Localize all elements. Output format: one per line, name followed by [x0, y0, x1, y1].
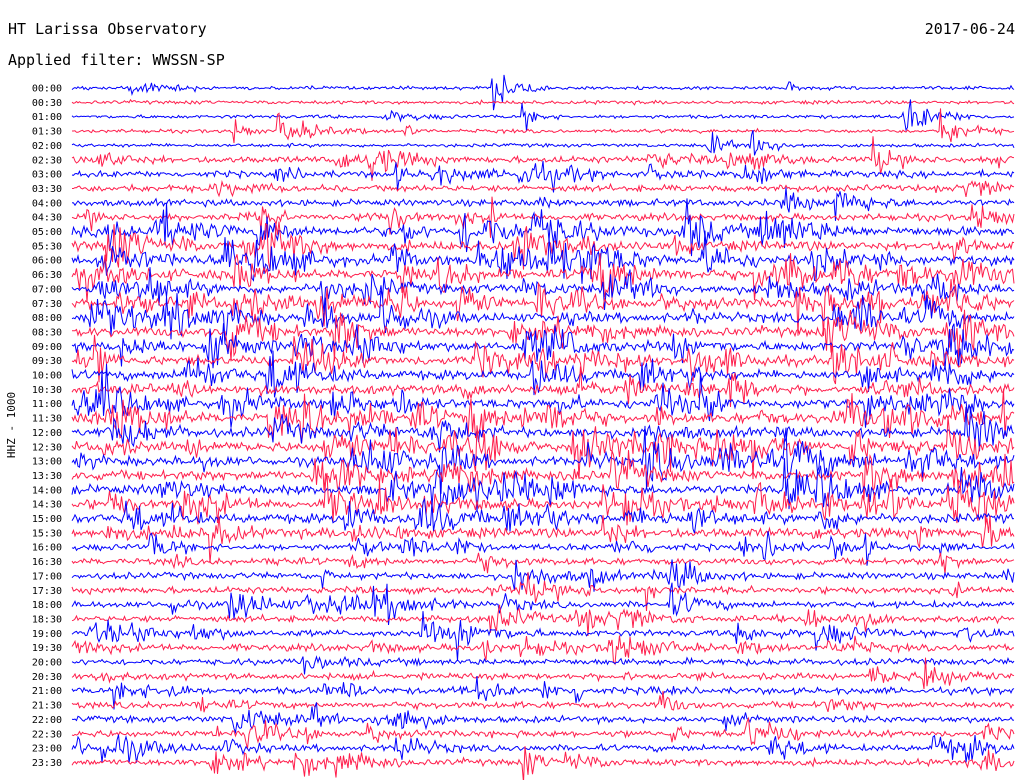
time-tick-label: 00:30 [32, 98, 62, 109]
time-tick-label: 19:30 [32, 643, 62, 654]
observatory-title: HT Larissa Observatory [8, 20, 207, 38]
time-tick-label: 09:30 [32, 356, 62, 367]
trace-line [71, 746, 1015, 780]
trace-line [71, 129, 1015, 156]
trace-line [71, 611, 1015, 661]
time-tick-label: 15:30 [32, 528, 62, 539]
trace-line [71, 230, 1015, 284]
time-tick-label: 22:00 [32, 715, 62, 726]
time-tick-label: 14:00 [32, 485, 62, 496]
time-tick-label: 17:00 [32, 571, 62, 582]
trace-line [71, 366, 1015, 408]
time-tick-label: 05:00 [32, 227, 62, 238]
trace-line [71, 690, 1015, 713]
trace-line [71, 98, 1015, 106]
trace-line [71, 99, 1015, 132]
time-tick-label: 10:00 [32, 371, 62, 382]
trace-line [71, 635, 1015, 666]
time-tick-label: 12:30 [32, 442, 62, 453]
trace-line [71, 334, 1015, 385]
time-tick-label: 02:00 [32, 141, 62, 152]
time-tick-label: 21:30 [32, 701, 62, 712]
trace-line [71, 572, 1015, 612]
trace-line [71, 458, 1015, 512]
trace-line [71, 559, 1015, 592]
time-tick-label: 03:00 [32, 170, 62, 181]
time-tick-label: 20:00 [32, 658, 62, 669]
time-tick-label: 18:30 [32, 614, 62, 625]
trace-line [71, 450, 1015, 502]
time-tick-label: 01:00 [32, 112, 62, 123]
time-tick-label: 06:30 [32, 270, 62, 281]
time-tick-label: 01:30 [32, 127, 62, 138]
y-axis-label: HHZ - 1000 [5, 392, 18, 458]
trace-line [71, 655, 1015, 675]
trace-line [71, 136, 1015, 181]
trace-line [71, 716, 1015, 749]
time-tick-label: 06:00 [32, 256, 62, 267]
time-tick-label: 23:00 [32, 744, 62, 755]
time-tick-label: 04:00 [32, 198, 62, 209]
trace-line [71, 676, 1015, 710]
trace-line [72, 179, 1015, 198]
time-tick-label: 13:00 [32, 457, 62, 468]
time-tick-label: 17:30 [32, 586, 62, 597]
time-tick-label: 23:30 [32, 758, 62, 769]
trace-line [71, 531, 1015, 566]
time-tick-label: 11:30 [32, 414, 62, 425]
time-tick-label: 15:00 [32, 514, 62, 525]
trace-line [71, 657, 1015, 690]
trace-line [71, 198, 1015, 257]
time-tick-label: 19:00 [32, 629, 62, 640]
trace-line [71, 350, 1015, 398]
time-tick-label: 16:00 [32, 543, 62, 554]
trace-line [71, 604, 1015, 637]
time-tick-label: 07:30 [32, 299, 62, 310]
time-tick-label: 14:30 [32, 500, 62, 511]
time-tick-label: 11:00 [32, 399, 62, 410]
trace-line [71, 515, 1015, 564]
time-tick-label: 18:00 [32, 600, 62, 611]
trace-line [71, 267, 1015, 313]
time-tick-label: 21:00 [32, 686, 62, 697]
trace-line [71, 196, 1015, 238]
trace-line [71, 416, 1015, 480]
time-tick-label: 16:30 [32, 557, 62, 568]
time-tick-label: 08:30 [32, 327, 62, 338]
time-tick-label: 22:30 [32, 729, 62, 740]
trace-group: 00:00 00:30 01:00 01:30 02:00 02:30 03:00 03:30… [32, 74, 1015, 780]
trace-line [71, 425, 1015, 494]
trace-line [71, 221, 1015, 271]
trace-line [71, 323, 1015, 370]
trace-line [71, 497, 1015, 534]
time-tick-label: 12:00 [32, 428, 62, 439]
time-tick-label: 00:00 [32, 84, 62, 95]
trace-line [71, 160, 1015, 193]
trace-line [71, 74, 1015, 111]
time-tick-label: 04:30 [32, 213, 62, 224]
trace-line [71, 187, 1015, 221]
time-tick-label: 03:30 [32, 184, 62, 195]
time-tick-label: 02:30 [32, 155, 62, 166]
record-date: 2017-06-24 [924, 20, 1015, 38]
trace-line [71, 253, 1015, 303]
trace-line [72, 108, 1015, 144]
time-tick-label: 10:30 [32, 385, 62, 396]
trace-line [71, 290, 1015, 342]
trace-line [71, 363, 1015, 428]
trace-line [71, 702, 1015, 735]
trace-line [71, 734, 1015, 764]
time-tick-label: 13:30 [32, 471, 62, 482]
time-tick-label: 20:30 [32, 672, 62, 683]
applied-filter-label: Applied filter: WWSSN-SP [8, 51, 225, 69]
trace-line [71, 582, 1015, 626]
time-tick-label: 09:00 [32, 342, 62, 353]
time-tick-label: 08:00 [32, 313, 62, 324]
time-tick-label: 07:00 [32, 284, 62, 295]
trace-line [71, 552, 1015, 575]
trace-line [71, 472, 1015, 526]
trace-line [71, 388, 1015, 444]
time-tick-label: 05:30 [32, 241, 62, 252]
